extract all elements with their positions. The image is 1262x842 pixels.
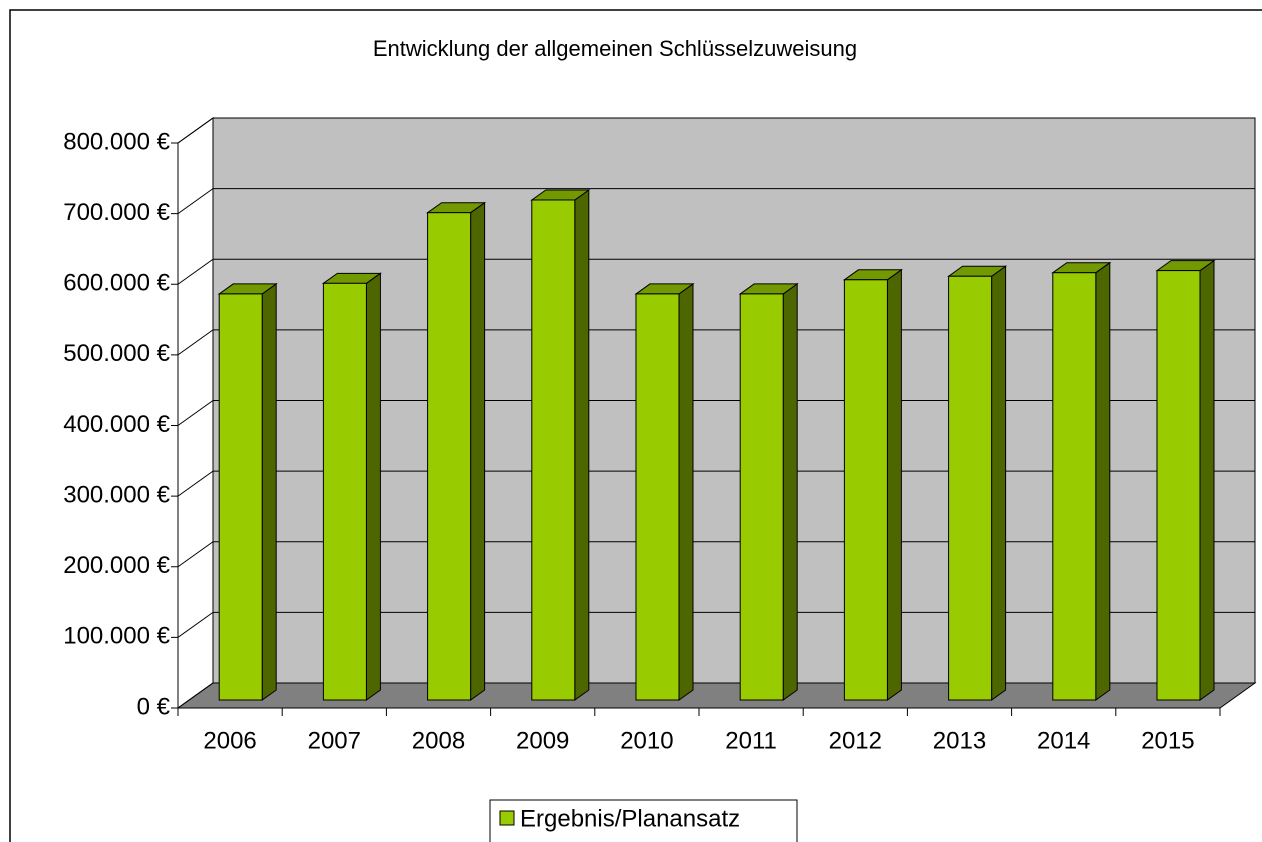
- grid-line: [177, 400, 214, 426]
- bar: [842, 268, 903, 701]
- x-tick-label: 2010: [620, 727, 673, 754]
- y-tick-label: 0 €: [137, 693, 171, 720]
- grid-line: [177, 541, 214, 568]
- bar: [1051, 261, 1112, 701]
- bar-side: [1095, 261, 1111, 701]
- bar-front: [739, 293, 784, 701]
- bar: [321, 272, 382, 701]
- bar: [426, 201, 487, 701]
- bar-front: [1156, 270, 1201, 701]
- x-tick-label: 2011: [725, 727, 777, 754]
- x-tick-label: 2015: [1141, 727, 1194, 754]
- grid-line: [177, 682, 214, 709]
- y-tick-label: 700.000 €: [63, 199, 170, 226]
- bar-side: [678, 282, 694, 701]
- bar-front: [843, 279, 888, 701]
- y-tick-label: 300.000 €: [63, 481, 170, 508]
- bar: [217, 282, 278, 701]
- bar-side: [365, 272, 381, 701]
- bar-side: [574, 189, 590, 701]
- bar-front: [427, 212, 472, 701]
- y-tick-label: 800.000 €: [63, 128, 170, 155]
- grid-line: [177, 329, 214, 356]
- y-tick-label: 200.000 €: [63, 552, 170, 579]
- bar-side: [1199, 259, 1215, 701]
- bar-front: [218, 293, 263, 701]
- bar-front: [1052, 272, 1097, 701]
- bar-side: [782, 282, 798, 701]
- bar-side: [261, 282, 277, 701]
- x-tick-label: 2012: [829, 727, 882, 754]
- bar-side: [470, 201, 486, 701]
- bar-side: [991, 265, 1007, 701]
- bar-front: [948, 275, 993, 701]
- grid-line: [177, 188, 214, 215]
- y-tick-label: 600.000 €: [63, 270, 170, 297]
- x-tick-label: 2007: [308, 727, 361, 754]
- y-tick-label: 400.000 €: [63, 411, 170, 438]
- x-tick-label: 2013: [933, 727, 986, 754]
- bar: [634, 282, 695, 701]
- grid-line: [177, 117, 214, 144]
- chart-title: Entwicklung der allgemeinen Schlüsselzuw…: [373, 36, 857, 61]
- bar-front: [531, 199, 576, 701]
- bar-side: [886, 268, 902, 701]
- grid-line: [177, 470, 214, 497]
- bar: [738, 282, 799, 701]
- legend-swatch: [499, 810, 515, 826]
- grid-line: [177, 611, 214, 638]
- bar: [1155, 259, 1216, 701]
- y-tick-label: 500.000 €: [63, 340, 170, 367]
- x-tick-label: 2006: [203, 727, 256, 754]
- bar: [947, 265, 1008, 701]
- x-tick-label: 2009: [516, 727, 569, 754]
- bar-front: [322, 282, 367, 701]
- legend-box: [489, 799, 798, 842]
- legend-label: Ergebnis/Planansatz: [520, 805, 740, 832]
- bar: [530, 189, 591, 701]
- bar-front: [635, 293, 680, 701]
- x-tick-label: 2014: [1037, 727, 1090, 754]
- grid-line: [177, 258, 214, 285]
- x-tick-label: 2008: [412, 727, 465, 754]
- y-tick-label: 100.000 €: [63, 623, 170, 650]
